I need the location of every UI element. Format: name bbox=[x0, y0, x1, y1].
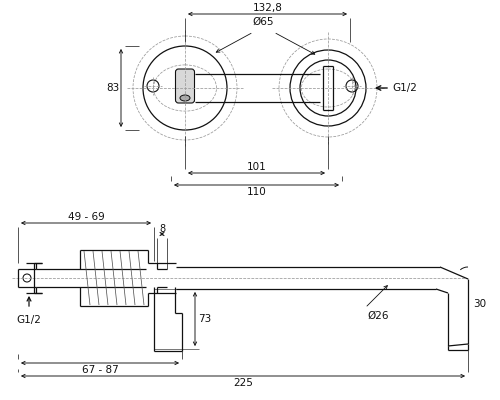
Text: 49 - 69: 49 - 69 bbox=[68, 212, 104, 222]
Text: 83: 83 bbox=[106, 83, 120, 93]
Text: Ø65: Ø65 bbox=[253, 17, 274, 27]
Text: Ø26: Ø26 bbox=[367, 311, 388, 321]
Ellipse shape bbox=[180, 95, 190, 101]
Text: 132,8: 132,8 bbox=[252, 3, 282, 13]
Text: 30: 30 bbox=[473, 299, 486, 309]
Text: G1/2: G1/2 bbox=[392, 83, 417, 93]
Text: 67 - 87: 67 - 87 bbox=[82, 365, 118, 375]
Text: 101: 101 bbox=[246, 162, 266, 172]
Text: 73: 73 bbox=[198, 314, 211, 324]
Text: G1/2: G1/2 bbox=[16, 315, 42, 325]
FancyBboxPatch shape bbox=[176, 69, 195, 103]
Text: 110: 110 bbox=[246, 187, 266, 197]
Text: 8: 8 bbox=[159, 224, 165, 234]
Text: 225: 225 bbox=[233, 378, 253, 388]
